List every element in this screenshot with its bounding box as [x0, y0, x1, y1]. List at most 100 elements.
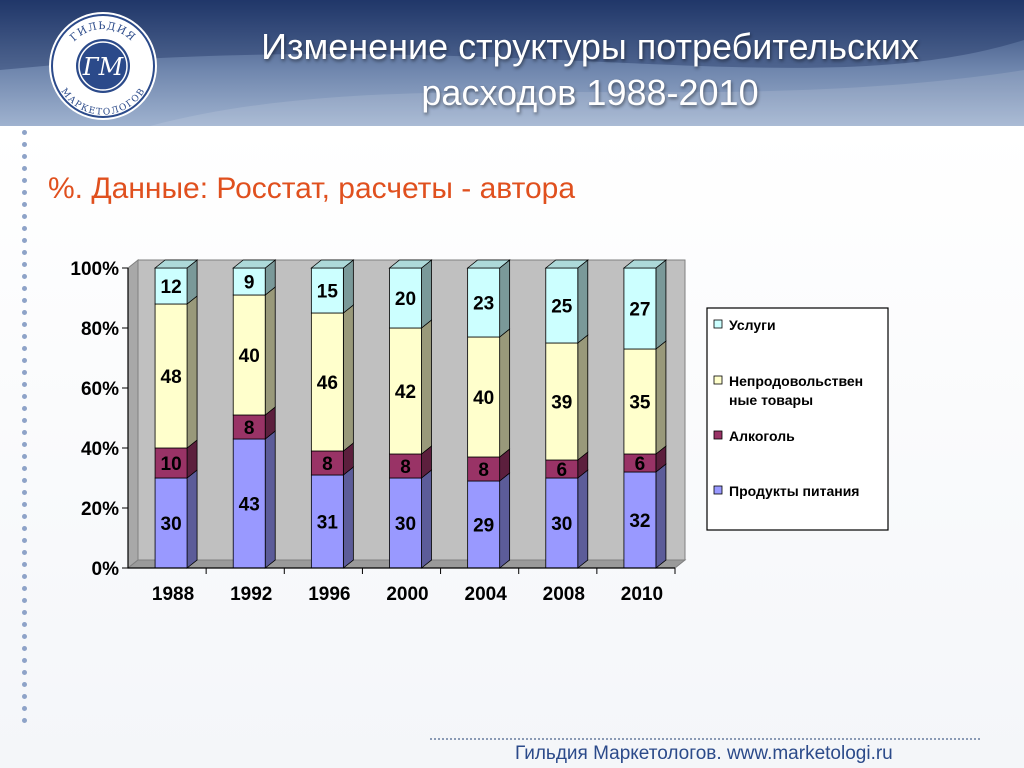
data-label: 43 [239, 495, 260, 516]
y-tick-label: 40% [81, 439, 119, 460]
chart-legend: Услуги Непродовольствен ные товары Алкоголь… [706, 307, 889, 531]
legend-label: Алкоголь [729, 428, 795, 444]
x-tick-label: 2004 [465, 584, 508, 605]
bar-segment-side [655, 463, 667, 569]
data-label: 40 [473, 388, 494, 409]
bar-segment-side [342, 259, 354, 314]
bar-segment-side [655, 259, 667, 350]
bar-segment-side [655, 340, 667, 455]
data-label: 30 [161, 514, 182, 535]
bar-segment-side [499, 328, 511, 458]
border-dot [22, 586, 27, 591]
bar-segment-side [421, 259, 432, 329]
border-dot [22, 442, 27, 447]
x-tick-label: 1996 [308, 584, 350, 605]
chart-subtitle: %. Данные: Росстат, расчеты - автора [48, 172, 576, 205]
guild-logo: ГМ ГИЛЬДИЯ МАРКЕТОЛОГОВ [49, 12, 157, 120]
border-dot [22, 550, 27, 555]
bar-segment-side [421, 319, 432, 455]
logo-inner-ring [78, 41, 128, 91]
x-tick-label: 2000 [386, 584, 428, 605]
border-dot [22, 694, 27, 699]
data-label: 40 [239, 346, 260, 367]
border-dot [22, 274, 27, 279]
bar-segment-side [499, 472, 511, 569]
bar-segment [389, 267, 422, 329]
bar-segment [154, 267, 188, 305]
logo-inner-circle [76, 39, 130, 93]
bar-top-face [153, 259, 199, 269]
bar-segment [232, 414, 266, 440]
bar-segment-side [186, 295, 198, 449]
bar-segment [232, 294, 266, 416]
legend-swatch [713, 485, 723, 495]
chart-side-wall [127, 258, 139, 570]
legend-swatch [713, 375, 723, 385]
border-dot [22, 418, 27, 423]
border-dot [22, 406, 27, 411]
border-dot [22, 154, 27, 159]
data-label: 30 [551, 514, 572, 535]
bar-segment-side [577, 259, 589, 344]
legend-label: Продукты питания [729, 483, 859, 499]
y-tick-label: 80% [81, 319, 119, 340]
data-label: 20 [395, 289, 416, 310]
border-dot [22, 658, 27, 663]
border-dot [22, 250, 27, 255]
border-dot [22, 214, 27, 219]
logo-monogram: ГМ [82, 53, 125, 81]
border-dot [22, 502, 27, 507]
border-dot [22, 286, 27, 291]
data-label: 46 [317, 373, 338, 394]
border-dot [22, 190, 27, 195]
data-label: 10 [161, 454, 182, 475]
bar-segment [310, 267, 344, 314]
border-dot [22, 202, 27, 207]
border-dot [22, 634, 27, 639]
data-label: 42 [395, 382, 416, 403]
data-label: 15 [317, 282, 339, 303]
border-dot [22, 346, 27, 351]
footer-divider [430, 738, 980, 740]
border-dot [22, 334, 27, 339]
bar-segment-side [186, 469, 198, 569]
border-dot [22, 358, 27, 363]
border-dot [22, 622, 27, 627]
border-dot [22, 610, 27, 615]
border-dot [22, 670, 27, 675]
border-dot [22, 562, 27, 567]
data-label: 31 [317, 513, 339, 534]
data-label: 8 [400, 457, 411, 478]
header-wave-decoration [0, 0, 1024, 126]
bar-top-face [232, 259, 277, 269]
bar-segment [467, 480, 501, 569]
data-label: 8 [322, 454, 333, 475]
border-dot [22, 310, 27, 315]
data-label: 32 [629, 511, 650, 532]
border-dot [22, 370, 27, 375]
data-label: 23 [473, 294, 494, 315]
slide-title: Изменение структуры потребительских расх… [190, 24, 990, 116]
border-dot [22, 538, 27, 543]
x-tick-label: 2008 [543, 584, 585, 605]
data-label: 39 [551, 393, 572, 414]
data-label: 29 [473, 516, 494, 537]
bar-segment [389, 477, 422, 569]
legend-label: Услуги [729, 317, 776, 333]
bar-segment-side [342, 466, 354, 569]
title-line-1: Изменение структуры потребительских [261, 26, 919, 67]
bar-segment [154, 477, 188, 569]
bar-segment [545, 342, 579, 461]
logo-ring [51, 14, 155, 118]
legend-box [706, 307, 889, 531]
border-dot [22, 382, 27, 387]
bar-segment-side [342, 304, 354, 452]
border-dot [22, 718, 27, 723]
data-label: 6 [635, 454, 646, 475]
y-tick-label: 0% [92, 559, 120, 580]
data-label: 48 [161, 367, 182, 388]
bar-segment-side [421, 469, 432, 569]
border-dot [22, 178, 27, 183]
border-dot [22, 238, 27, 243]
border-dot [22, 646, 27, 651]
